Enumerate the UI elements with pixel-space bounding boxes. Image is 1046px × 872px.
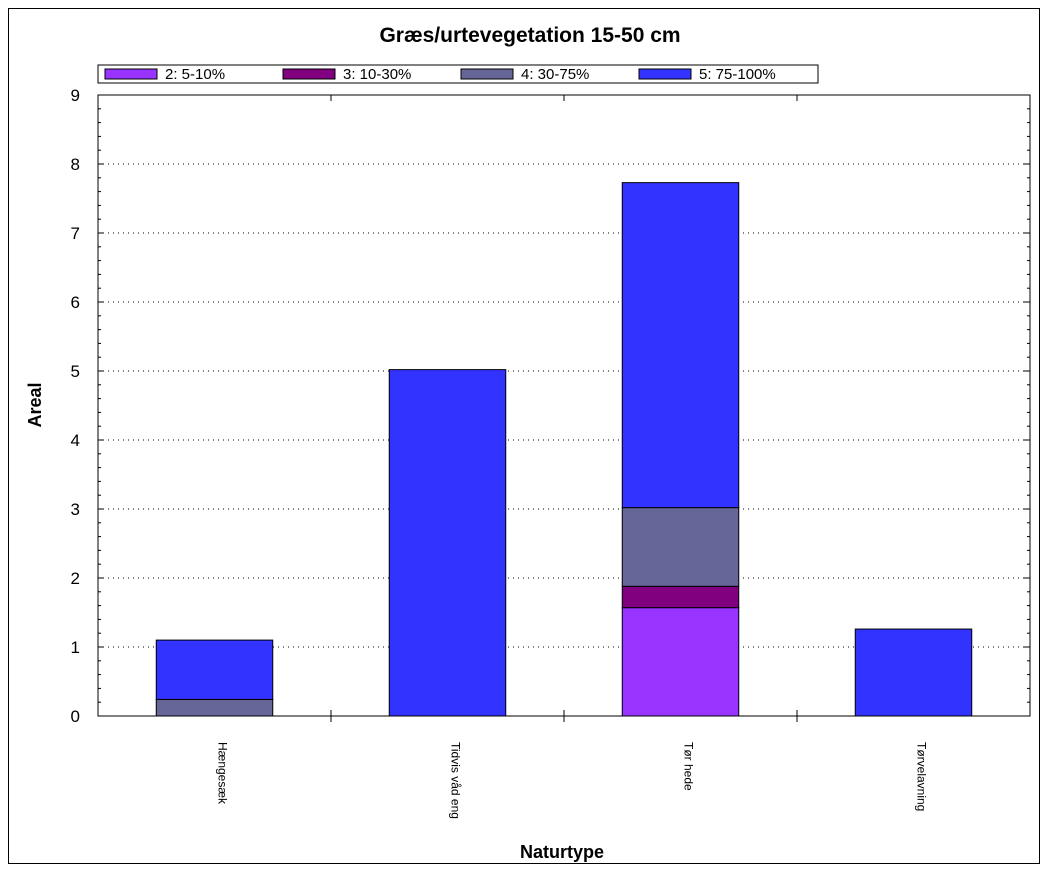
bar-segment [155, 698, 274, 717]
y-tick-labels: 0 1 2 3 4 5 6 7 8 9 [71, 86, 80, 726]
x-category-labels: Hængesæk Tidvis våd eng Tør hede Tørvelavni… [216, 742, 929, 819]
x-category-label: Tør hede [682, 742, 696, 791]
x-axis-label: Naturtype [520, 842, 604, 862]
y-tick-label: 6 [71, 293, 80, 312]
gridlines [98, 94, 1030, 648]
bar-segment [155, 639, 274, 700]
plot-border [97, 94, 1031, 717]
bar-segment [621, 182, 740, 509]
legend-label: 3: 10-30% [343, 66, 411, 83]
y-tick-label: 9 [71, 86, 80, 105]
y-tick-label: 5 [71, 362, 80, 381]
legend-label: 2: 5-10% [165, 66, 225, 83]
chart-title: Græs/urtevegetation 15-50 cm [379, 24, 680, 47]
bar-segment [388, 369, 507, 717]
x-category-label: Tidvis våd eng [449, 742, 463, 819]
chart-frame: Græs/urtevegetation 15-50 cm 2: 5-10% 3: … [8, 8, 1040, 864]
x-category-label: Tørvelavning [915, 742, 929, 811]
axes [97, 94, 1031, 722]
x-category-label: Hængesæk [216, 742, 230, 805]
y-axis-label: Areal [25, 382, 45, 427]
y-tick-label: 2 [71, 569, 80, 588]
legend-swatch [460, 68, 514, 80]
legend-box [97, 64, 819, 84]
bars [155, 182, 973, 717]
bar-segment [621, 585, 740, 609]
legend-swatch [282, 68, 336, 80]
y-tick-label: 7 [71, 224, 80, 243]
legend-label: 4: 30-75% [521, 66, 589, 83]
legend-swatch [638, 68, 692, 80]
y-tick-label: 3 [71, 500, 80, 519]
y-tick-label: 1 [71, 638, 80, 657]
legend: 2: 5-10% 3: 10-30% 4: 30-75% 5: 75-100% [97, 64, 819, 84]
bar-segment [621, 507, 740, 587]
y-tick-label: 4 [71, 431, 80, 450]
chart-svg: Græs/urtevegetation 15-50 cm 2: 5-10% 3: … [25, 24, 1031, 862]
y-tick-label: 0 [71, 707, 80, 726]
bar-segment [621, 607, 740, 717]
legend-label: 5: 75-100% [699, 66, 776, 83]
bar-segment [854, 628, 973, 717]
y-tick-label: 8 [71, 155, 80, 174]
legend-swatch [104, 68, 158, 80]
